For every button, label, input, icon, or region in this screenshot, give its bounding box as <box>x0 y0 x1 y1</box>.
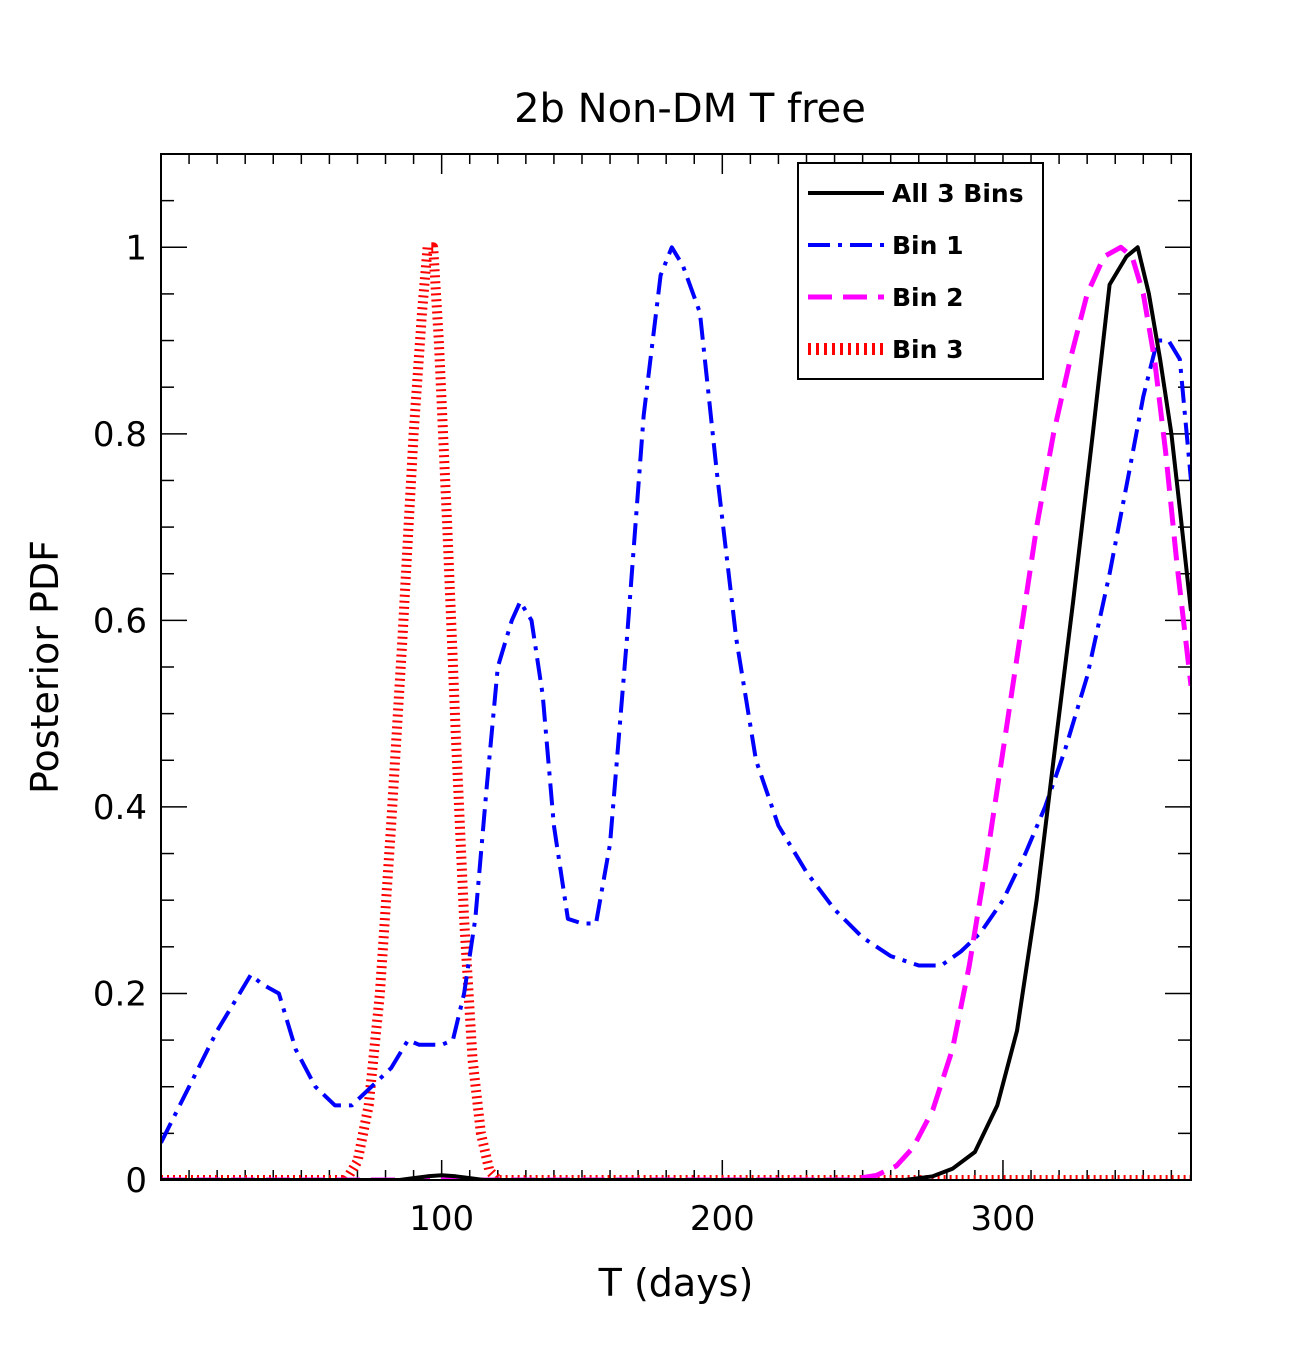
tick-labels: 100 200 300 0 0.2 0.4 0.6 0.8 1 <box>93 228 1035 1239</box>
series-line-bin-1 <box>161 245 1191 1144</box>
legend-box <box>797 162 1044 380</box>
y-axis-label: Posterior PDF <box>23 540 67 794</box>
x-tick-label: 200 <box>690 1199 755 1239</box>
x-tick-label: 300 <box>971 1199 1036 1239</box>
legend-label-all-3-bins: All 3 Bins <box>892 179 1024 208</box>
legend-label-bin-2: Bin 2 <box>892 283 964 312</box>
y-tick-label: 0.2 <box>93 974 147 1014</box>
legend-label-bin-3: Bin 3 <box>892 335 964 364</box>
plot-frame <box>160 153 1192 1181</box>
plot-series <box>161 242 1191 1180</box>
series-line-bin-3 <box>161 242 1191 1180</box>
y-tick-label: 0.4 <box>93 788 147 828</box>
y-tick-label: 1 <box>125 228 147 268</box>
series-line-bin-2 <box>161 244 1191 1180</box>
y-tick-label: 0 <box>125 1161 147 1201</box>
legend-label-bin-1: Bin 1 <box>892 231 964 260</box>
y-tick-label: 0.6 <box>93 601 147 641</box>
legend: All 3 Bins Bin 1 Bin 2 Bin 3 <box>797 162 1044 380</box>
x-tick-label: 100 <box>409 1199 474 1239</box>
y-tick-label: 0.8 <box>93 415 147 455</box>
x-axis-label: T (days) <box>598 1261 754 1305</box>
series-line-all-3-bins <box>161 245 1191 1180</box>
chart-title: 2b Non-DM T free <box>514 86 866 132</box>
